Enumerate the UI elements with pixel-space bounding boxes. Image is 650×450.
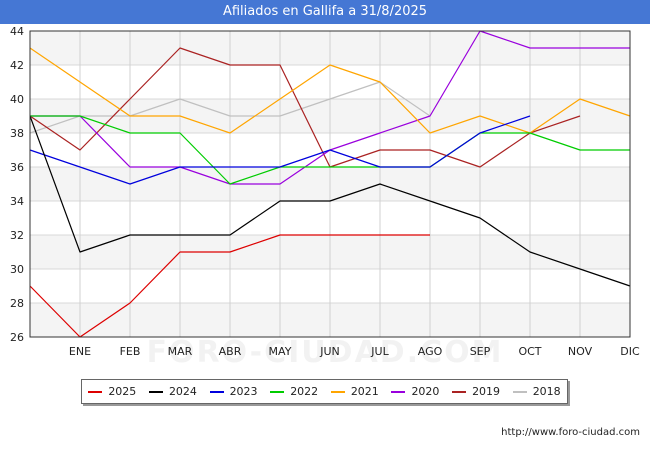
y-tick-label: 42 bbox=[10, 59, 24, 72]
series-line-2022 bbox=[30, 115, 630, 185]
y-tick-label: 26 bbox=[10, 331, 24, 344]
watermark: FORO-CIUDAD.COM bbox=[146, 335, 504, 370]
y-tick-label: 34 bbox=[10, 195, 24, 208]
x-tick-label: JUN bbox=[319, 345, 340, 358]
x-tick-label: FEB bbox=[120, 345, 141, 358]
x-tick-label: DIC bbox=[620, 345, 640, 358]
legend-item-2021: 2021 bbox=[330, 385, 379, 398]
legend-swatch bbox=[452, 390, 467, 393]
legend-item-2020: 2020 bbox=[391, 385, 439, 398]
x-tick-label: MAY bbox=[269, 345, 292, 358]
legend-label: 2021 bbox=[350, 385, 379, 398]
series-line-2019 bbox=[29, 47, 581, 168]
x-tick-label: AGO bbox=[418, 345, 443, 358]
y-tick-label: 44 bbox=[10, 25, 24, 38]
y-tick-label: 30 bbox=[10, 263, 24, 276]
x-tick-label: SEP bbox=[470, 345, 491, 358]
y-tick-label: 32 bbox=[10, 229, 24, 242]
legend-label: 2019 bbox=[472, 385, 501, 398]
legend-swatch bbox=[270, 390, 285, 393]
x-tick-label: NOV bbox=[568, 345, 593, 358]
legend-swatch bbox=[512, 390, 527, 393]
legend-item-2018: 2018 bbox=[512, 385, 561, 398]
legend-label: 2020 bbox=[411, 385, 440, 398]
plot-border bbox=[29, 30, 631, 338]
legend-swatch bbox=[88, 390, 103, 393]
series-line-2018 bbox=[29, 81, 431, 134]
legend-swatch bbox=[391, 390, 406, 393]
y-tick-label: 38 bbox=[10, 127, 24, 140]
legend-label: 2025 bbox=[108, 385, 137, 398]
legend-label: 2024 bbox=[168, 385, 197, 398]
series-line-2025 bbox=[29, 234, 430, 338]
y-tick-label: 36 bbox=[10, 161, 24, 174]
y-tick-label: 28 bbox=[10, 297, 24, 310]
chart-title: Afiliados en Gallifa a 31/8/2025 bbox=[0, 0, 650, 24]
legend-item-2023: 2023 bbox=[209, 385, 258, 398]
legend-label: 2022 bbox=[290, 385, 319, 398]
legend: 2025 2024 2023 2022 2021 2020 2019 2018 bbox=[81, 379, 568, 404]
legend-item-2022: 2022 bbox=[270, 385, 318, 398]
legend-item-2024: 2024 bbox=[148, 385, 197, 398]
x-tick-label: OCT bbox=[518, 345, 541, 358]
legend-swatch bbox=[209, 390, 224, 393]
x-tick-label: ABR bbox=[219, 345, 242, 358]
x-tick-label: ENE bbox=[69, 345, 91, 358]
series-line-2023 bbox=[29, 115, 531, 185]
source-url[interactable]: http://www.foro-ciudad.com bbox=[501, 427, 640, 438]
x-tick-label: MAR bbox=[168, 345, 193, 358]
legend-swatch bbox=[330, 390, 345, 393]
x-tick-label: JUL bbox=[370, 345, 389, 358]
legend-swatch bbox=[148, 390, 163, 393]
legend-item-2025: 2025 bbox=[88, 385, 136, 398]
legend-label: 2018 bbox=[532, 385, 561, 398]
series-line-2024 bbox=[29, 115, 631, 287]
legend-label: 2023 bbox=[229, 385, 258, 398]
y-tick-label: 40 bbox=[10, 93, 24, 106]
legend-item-2019: 2019 bbox=[452, 385, 500, 398]
